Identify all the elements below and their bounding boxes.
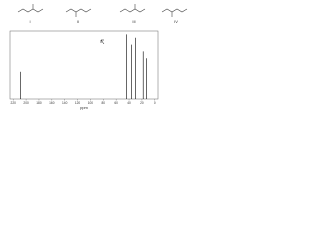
x-axis-label: ppm [80, 105, 88, 110]
x-tick-label: 160 [49, 101, 55, 105]
x-tick-label: 40 [127, 101, 131, 105]
page: I II III IV ppm 220 200 180 160 140 120 100 80 6… [0, 0, 320, 111]
structure-label: II [77, 19, 79, 24]
structure-iii [119, 8, 146, 13]
plot-frame [9, 30, 159, 100]
x-tick-label: 200 [23, 101, 29, 105]
structures: I II III IV [17, 4, 188, 24]
x-tick-label: 100 [88, 101, 94, 105]
structure-label: IV [174, 19, 178, 24]
structure-label: I [29, 19, 30, 24]
x-tick-label: 80 [102, 101, 106, 105]
x-tick-label: 20 [140, 101, 144, 105]
x-tick-label: 140 [62, 101, 68, 105]
x-tick-label: 120 [75, 101, 81, 105]
structure-ii [65, 8, 92, 13]
structure-iv [161, 8, 188, 13]
x-tick-label: 180 [36, 101, 42, 105]
structure-label: III [132, 19, 135, 24]
figure: I II III IV ppm 220 200 180 160 140 120 100 80 6… [9, 4, 188, 110]
annotation-arrow [100, 39, 105, 45]
structure-i [17, 8, 44, 13]
x-tick-label: 0 [154, 101, 156, 105]
x-tick-label: 60 [114, 101, 118, 105]
x-tick-label: 220 [11, 101, 17, 105]
